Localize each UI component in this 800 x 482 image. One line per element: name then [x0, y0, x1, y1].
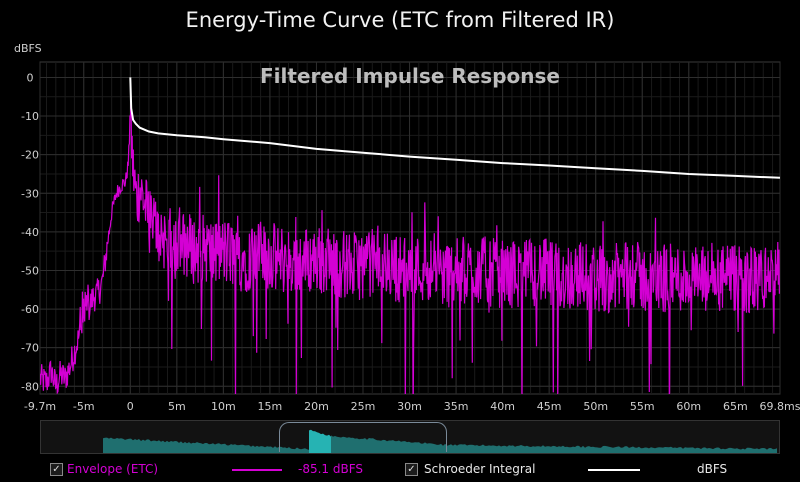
x-tick-label: 40m	[490, 400, 515, 413]
x-tick-label: 10m	[211, 400, 236, 413]
schroeder-label: Schroeder Integral	[424, 462, 536, 476]
x-tick-label: 35m	[444, 400, 469, 413]
x-tick-label: 45m	[537, 400, 562, 413]
y-tick-label: -50	[21, 264, 39, 277]
y-tick-label: 0	[27, 71, 34, 84]
x-tick-label: 69.8ms	[760, 400, 800, 413]
schroeder-checkbox[interactable]: ✓	[405, 463, 418, 476]
schroeder-series-line	[129, 77, 780, 179]
plot-annotation: Filtered Impulse Response	[260, 64, 560, 88]
overview-peak-band	[309, 429, 331, 453]
y-tick-label: -20	[21, 149, 39, 162]
overview-post-band	[331, 435, 447, 453]
envelope-swatch	[232, 469, 282, 471]
x-tick-label: 50m	[583, 400, 608, 413]
x-tick-label: 65m	[723, 400, 748, 413]
x-tick-label: 25m	[351, 400, 376, 413]
overview-window-handle[interactable]	[279, 422, 447, 452]
y-axis-label: dBFS	[14, 42, 42, 55]
overview-scrollbar[interactable]	[40, 420, 780, 454]
y-tick-label: -80	[21, 380, 39, 393]
schroeder-swatch	[588, 469, 640, 471]
schroeder-value: dBFS	[697, 462, 728, 476]
x-tick-label: 20m	[304, 400, 329, 413]
x-tick-label: 15m	[258, 400, 283, 413]
x-tick-label: -9.7m	[24, 400, 56, 413]
chart-title: Energy-Time Curve (ETC from Filtered IR)	[185, 8, 615, 32]
y-tick-label: -70	[21, 342, 39, 355]
overview-pre-band	[103, 437, 309, 453]
x-tick-label: 60m	[676, 400, 701, 413]
y-tick-label: -30	[21, 187, 39, 200]
overview-tail-band	[447, 444, 777, 453]
etc-chart[interactable]: -9.7m -5m 0 5m 10m 15m 20m 25m 30m 35m 40m 45m 50m 55…	[0, 40, 800, 420]
legend-bar: ✓ Envelope (ETC) -85.1 dBFS ✓ Schroeder …	[0, 458, 800, 482]
y-tick-label: -10	[21, 110, 39, 123]
x-tick-label: 30m	[397, 400, 422, 413]
envelope-series-line	[40, 97, 780, 394]
x-tick-label: 0	[127, 400, 134, 413]
overview-waveform	[103, 429, 777, 453]
x-tick-label: 55m	[630, 400, 655, 413]
envelope-label: Envelope (ETC)	[67, 462, 159, 476]
x-tick-label: 5m	[168, 400, 186, 413]
envelope-checkbox[interactable]: ✓	[50, 463, 63, 476]
y-tick-label: -40	[21, 226, 39, 239]
y-tick-label: -60	[21, 303, 39, 316]
envelope-value: -85.1 dBFS	[298, 462, 364, 476]
x-tick-label: -5m	[73, 400, 95, 413]
